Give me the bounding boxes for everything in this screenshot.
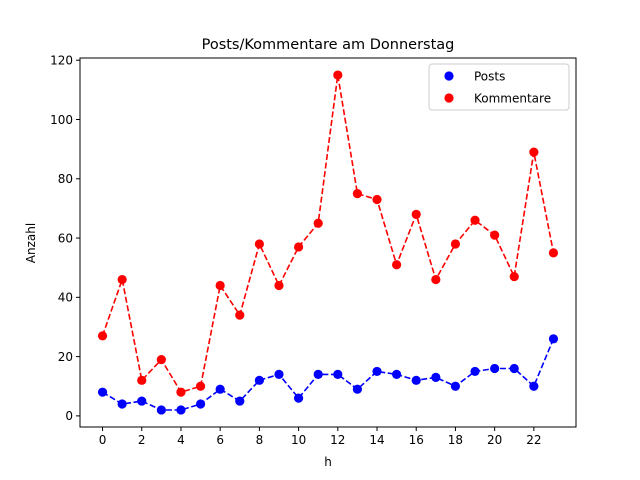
data-point [117,399,127,409]
data-point [254,375,264,385]
data-point [117,274,127,285]
data-point [313,369,323,379]
data-point [97,387,108,397]
data-point [195,381,206,391]
data-point [548,334,559,344]
x-tick-label: 8 [256,433,264,447]
data-point [176,405,186,415]
data-point [215,280,225,291]
data-point [235,310,245,320]
data-point [215,384,225,394]
data-point [274,280,284,291]
data-point [235,396,245,406]
data-point [97,331,108,341]
data-point [176,387,186,397]
y-tick-label: 80 [58,172,73,186]
data-point [490,363,500,374]
data-point [313,218,323,228]
legend-marker-posts [444,71,454,81]
y-tick-label: 0 [65,409,73,423]
chart-title: Posts/Kommentare am Donnerstag [202,37,455,53]
legend-label: Kommentare [474,92,551,106]
data-point [372,366,382,377]
data-point [392,260,402,270]
x-tick-label: 12 [330,433,345,447]
data-point [450,239,461,249]
x-tick-label: 4 [177,433,185,447]
plot-area: 0 2 4 6 8 10 12 14 16 18 20 22 0 20 40 60 80 100 120 [50,54,577,447]
data-point [548,248,559,258]
data-point [293,393,304,403]
data-point [274,369,284,379]
data-point [254,239,264,249]
axes-frame [79,57,577,428]
y-tick-label: 120 [50,54,73,68]
x-tick-label: 18 [448,433,463,447]
data-point [529,381,539,391]
data-point [470,215,480,225]
data-point [293,242,304,252]
x-tick-label: 16 [409,433,424,447]
legend: Posts Kommentare [428,63,570,111]
data-point [137,396,147,406]
x-tick-label: 22 [526,433,541,447]
data-point [431,372,441,382]
data-point [450,381,461,391]
data-point [195,399,206,409]
x-tick-label: 6 [216,433,224,447]
y-tick-label: 40 [58,291,73,305]
x-tick-label: 10 [291,433,306,447]
series-line-kommentare [101,74,555,394]
data-point [156,354,166,365]
data-point [509,363,519,374]
y-tick-label: 100 [50,113,73,127]
legend-box [428,63,570,111]
data-point [490,230,500,240]
legend-marker-kommentare [444,93,454,103]
data-point [333,70,343,80]
data-point [529,147,539,157]
x-tick-label: 2 [138,433,146,447]
y-tick-label: 60 [58,231,73,245]
y-tick-label: 20 [58,350,73,364]
x-tick-label: 20 [487,433,502,447]
data-point [372,194,382,205]
x-tick-label: 0 [99,433,107,447]
data-point [411,209,421,219]
data-point [431,274,441,285]
data-point [333,369,343,379]
y-axis-label: Anzahl [24,223,38,263]
data-point [352,384,363,394]
data-point [137,375,147,385]
x-tick-label: 14 [369,433,384,447]
data-point [392,369,402,379]
data-point [509,271,519,282]
x-axis-label: h [324,455,332,469]
data-point [352,188,363,199]
data-point [156,405,166,415]
legend-label: Posts [474,70,505,84]
data-point [411,375,421,385]
data-point [470,366,480,377]
